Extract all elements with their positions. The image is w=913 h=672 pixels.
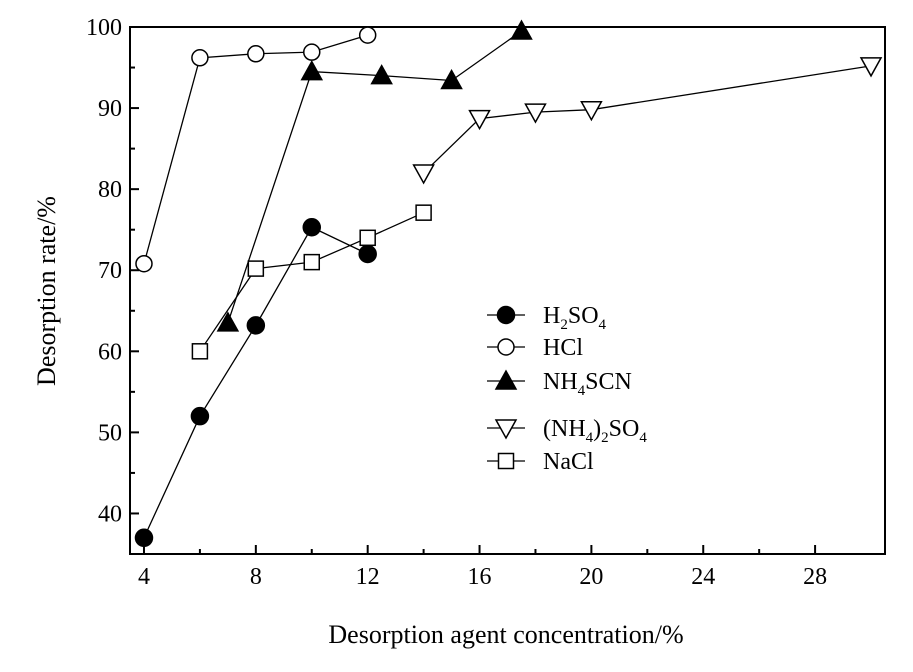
legend-item-nh4scn: NH4SCN xyxy=(487,369,632,399)
data-point-nh4scn xyxy=(370,64,393,85)
data-point-nh4scn xyxy=(510,19,533,40)
data-point-nacl xyxy=(303,253,321,271)
legend-marker xyxy=(496,305,516,325)
x-tick-label: 16 xyxy=(468,564,492,590)
data-point-nh4scn xyxy=(216,311,240,332)
legend-label: NaCl xyxy=(543,449,594,475)
legend-label: HCl xyxy=(543,335,583,361)
data-point-nh4scn xyxy=(440,68,463,90)
data-point-nh42so4 xyxy=(859,57,883,78)
y-tick-label: 40 xyxy=(98,501,122,527)
series-group xyxy=(134,19,883,548)
data-point-nacl xyxy=(359,229,376,247)
data-point-h2so4 xyxy=(302,218,322,237)
legend-label: H2SO4 xyxy=(543,303,607,333)
x-tick-label: 12 xyxy=(356,564,380,590)
legend-item-nh42so4: (NH4)2SO4 xyxy=(487,416,647,446)
data-point-nh42so4 xyxy=(580,100,603,122)
series-line-nh4scn xyxy=(227,30,522,324)
series-line-nh42so4 xyxy=(423,65,872,174)
legend-label: NH4SCN xyxy=(543,369,632,399)
data-point-h2so4 xyxy=(134,528,154,548)
legend-marker xyxy=(494,369,518,390)
data-point-hcl xyxy=(303,43,321,61)
data-point-h2so4 xyxy=(190,406,210,426)
data-point-nacl xyxy=(415,204,432,221)
legend-label: (NH4)2SO4 xyxy=(543,416,647,446)
x-tick-label: 24 xyxy=(691,564,715,590)
legend-marker xyxy=(497,338,515,356)
series-nh4scn xyxy=(216,19,533,332)
x-tick-label: 4 xyxy=(138,564,150,590)
axes: 4 8 12 16 20 24 28 40 50 60 70 80 90 100 xyxy=(86,15,886,590)
legend-item-h2so4: H2SO4 xyxy=(487,303,607,333)
y-tick-label: 60 xyxy=(98,339,122,365)
legend-marker xyxy=(497,452,515,470)
series-nh42so4 xyxy=(412,57,883,185)
x-tick-label: 20 xyxy=(579,564,603,590)
data-point-nh42so4 xyxy=(468,109,491,131)
legend-item-hcl: HCl xyxy=(487,335,583,361)
data-point-hcl xyxy=(358,26,377,44)
x-axis-title: Desorption agent concentration/% xyxy=(328,620,683,649)
data-point-hcl xyxy=(191,49,209,67)
y-tick-label: 50 xyxy=(98,420,122,446)
x-tick-label: 8 xyxy=(250,564,262,590)
y-axis-title: Desorption rate/% xyxy=(32,196,61,386)
data-point-nacl xyxy=(247,260,265,277)
data-point-hcl xyxy=(135,254,153,273)
y-tick-label: 70 xyxy=(98,258,122,284)
series-h2so4 xyxy=(134,218,377,548)
series-nacl xyxy=(191,204,432,360)
x-tick-label: 28 xyxy=(803,564,827,590)
plot-frame xyxy=(129,26,886,555)
series-hcl xyxy=(135,26,377,273)
legend-item-nacl: NaCl xyxy=(487,449,594,475)
y-tick-label: 100 xyxy=(86,15,122,41)
data-point-nacl xyxy=(191,343,209,360)
data-point-hcl xyxy=(247,45,265,63)
data-point-nh4scn xyxy=(300,60,324,81)
y-tick-label: 90 xyxy=(98,96,122,122)
data-point-h2so4 xyxy=(358,244,377,264)
series-line-hcl xyxy=(143,34,368,264)
data-point-h2so4 xyxy=(246,316,266,335)
data-point-nh42so4 xyxy=(412,164,435,185)
legend-marker xyxy=(494,419,518,440)
data-point-nh42so4 xyxy=(524,103,547,124)
y-tick-label: 80 xyxy=(98,177,122,203)
